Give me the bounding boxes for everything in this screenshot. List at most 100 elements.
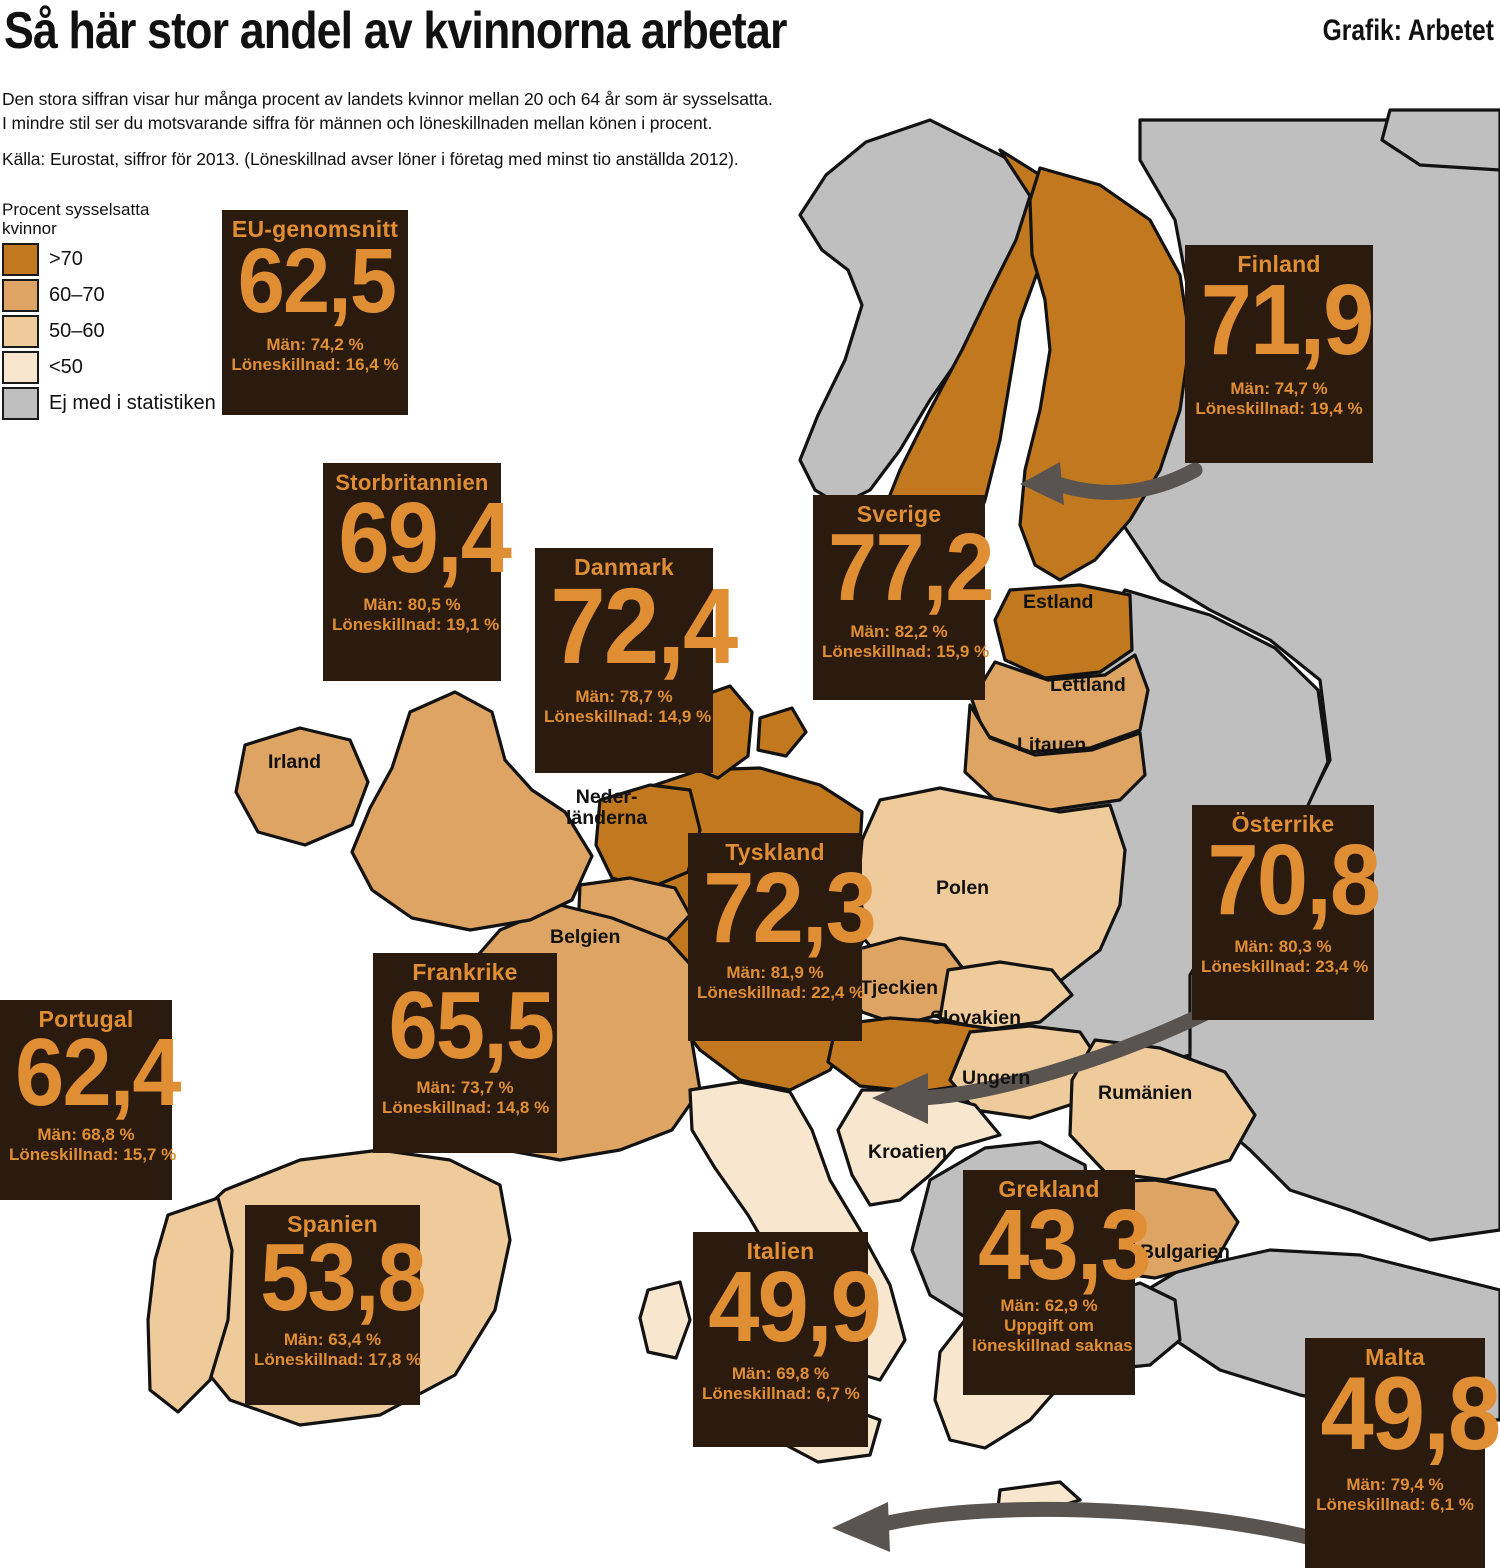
data-box-value: 69,4 xyxy=(338,482,512,594)
region-portugal xyxy=(146,1196,234,1414)
map-label-bulgarien: Bulgarien xyxy=(1140,1241,1230,1263)
region-storbritannien xyxy=(350,690,594,932)
data-box-tyskland[interactable]: Tyskland 72,3 Män: 81,9 % Löneskillnad: … xyxy=(688,833,877,1041)
data-box-gap: Löneskillnad: 14,8 % xyxy=(382,1097,550,1117)
data-box-osterrike[interactable]: Österrike 70,8 Män: 80,3 % Löneskillnad:… xyxy=(1192,805,1381,1020)
data-box-gap: Löneskillnad: 6,1 % xyxy=(1316,1495,1474,1515)
data-box-gap: Löneskillnad: 23,4 % xyxy=(1201,957,1369,976)
data-box-gap: Löneskillnad: 22,4 % xyxy=(697,983,865,1002)
data-box-men: Män: 73,7 % xyxy=(416,1077,514,1097)
data-box-value: 77,2 xyxy=(828,514,994,621)
data-box-country-name: Frankrike xyxy=(412,959,518,985)
data-box-country-name: Tyskland xyxy=(725,839,825,865)
subtitle-line-1: Den stora siffran visar hur många procen… xyxy=(2,89,773,109)
legend-title-line1: Procent sysselsatta xyxy=(2,200,150,219)
data-box-men: Män: 69,8 % xyxy=(731,1364,830,1383)
map-label-nederlanderna: Neder- länderna xyxy=(566,787,647,829)
region-rumanien xyxy=(1068,1038,1257,1182)
subtitle-line-2: I mindre stil ser du motsvarande siffra … xyxy=(2,113,713,133)
data-box-gap: Löneskillnad: 15,7 % xyxy=(9,1144,177,1164)
region-litauen xyxy=(963,703,1147,812)
region-finland xyxy=(1018,166,1192,582)
legend-swatch-60-70 xyxy=(2,278,39,312)
data-box-value: 65,5 xyxy=(388,972,555,1079)
data-box-spanien[interactable]: Spanien 53,8 Män: 63,4 % Löneskillnad: 1… xyxy=(245,1205,427,1405)
data-box-eu-genomsnitt[interactable]: EU-genomsnitt 62,5 Män: 74,2 % Löneskill… xyxy=(222,210,408,415)
data-box-gap: Löneskillnad: 14,9 % xyxy=(544,706,712,726)
data-box-men: Män: 79,4 % xyxy=(1346,1475,1444,1495)
data-box-sverige[interactable]: Sverige 77,2 Män: 82,2 % Löneskillnad: 1… xyxy=(813,495,995,700)
map-label-irland: Irland xyxy=(268,751,322,773)
data-box-men: Män: 63,4 % xyxy=(283,1329,382,1349)
arrow-finland xyxy=(1020,462,1203,505)
map-label-tjeckien: Tjeckien xyxy=(860,977,939,999)
map-label-estland: Estland xyxy=(1023,591,1094,613)
arrow-malta xyxy=(832,1501,1328,1552)
data-box-storbritannien[interactable]: Storbritannien 69,4 Män: 80,5 % Löneskil… xyxy=(323,463,512,681)
legend-swatch-none xyxy=(2,386,39,420)
data-box-country-name: Spanien xyxy=(287,1211,378,1237)
region-island-fragment xyxy=(1380,108,1500,172)
legend-item-under50: <50 xyxy=(2,349,216,385)
map-label-kroatien: Kroatien xyxy=(868,1141,948,1163)
legend-label-50-60: 50–60 xyxy=(49,319,105,342)
data-box-finland[interactable]: Finland 71,9 Män: 74,7 % Löneskillnad: 1… xyxy=(1185,245,1374,463)
data-box-danmark[interactable]: Danmark 72,4 Män: 78,7 % Löneskillnad: 1… xyxy=(535,548,738,773)
legend-label-under50: <50 xyxy=(49,355,83,378)
legend-item-50-60: 50–60 xyxy=(2,313,216,349)
data-box-gap-line2: löneskillnad saknas xyxy=(972,1336,1133,1355)
legend-item-over70: >70 xyxy=(2,241,216,277)
data-box-value: 49,8 xyxy=(1320,1356,1500,1472)
data-box-gap: Löneskillnad: 19,4 % xyxy=(1195,399,1363,418)
map-label-rumanien: Rumänien xyxy=(1098,1082,1193,1104)
data-box-country-name: Italien xyxy=(746,1238,815,1264)
data-box-value: 62,5 xyxy=(237,230,397,332)
legend: Procent sysselsatta kvinnor >70 60–70 50… xyxy=(2,200,216,421)
region-slovakien xyxy=(938,960,1074,1032)
data-box-country-name: Portugal xyxy=(38,1006,134,1032)
region-estland xyxy=(993,583,1134,680)
data-box-country-name: Malta xyxy=(1365,1344,1425,1370)
data-box-gap: Uppgift om xyxy=(1004,1316,1094,1335)
region-irland xyxy=(234,726,370,847)
data-box-value: 43,3 xyxy=(978,1189,1152,1301)
map-label-litauen: Litauen xyxy=(1017,734,1087,756)
data-box-gap: Löneskillnad: 15,9 % xyxy=(822,641,990,661)
legend-swatch-over70 xyxy=(2,242,39,276)
map-label-slovakien: Slovakien xyxy=(930,1007,1022,1029)
legend-item-none: Ej med i statistiken xyxy=(2,385,216,421)
legend-label-none: Ej med i statistiken xyxy=(49,391,216,414)
data-box-men: Män: 81,9 % xyxy=(726,963,824,982)
data-box-grekland[interactable]: Grekland 43,3 Män: 62,9 % Uppgift om lön… xyxy=(963,1170,1152,1395)
data-box-men: Män: 80,3 % xyxy=(1234,937,1332,956)
data-box-frankrike[interactable]: Frankrike 65,5 Män: 73,7 % Löneskillnad:… xyxy=(373,953,557,1153)
data-box-country-name: Danmark xyxy=(574,554,674,580)
data-box-men: Män: 68,8 % xyxy=(37,1124,135,1144)
data-box-malta[interactable]: Malta 49,8 Män: 79,4 % Löneskillnad: 6,1… xyxy=(1305,1338,1500,1568)
map-label-belgien: Belgien xyxy=(550,926,621,948)
data-box-men: Män: 62,9 % xyxy=(1000,1296,1098,1315)
map-label-ungern: Ungern xyxy=(962,1067,1031,1089)
legend-swatch-50-60 xyxy=(2,314,39,348)
data-box-men: Män: 80,5 % xyxy=(363,595,461,614)
data-box-gap: Löneskillnad: 16,4 % xyxy=(231,355,399,375)
data-box-country-name: Finland xyxy=(1237,251,1321,277)
data-box-gap: Löneskillnad: 17,8 % xyxy=(254,1349,422,1369)
data-box-men: Män: 78,7 % xyxy=(575,686,673,706)
source-line: Källa: Eurostat, siffror för 2013. (Löne… xyxy=(2,149,739,169)
data-box-value: 72,4 xyxy=(550,565,738,686)
page-title: Så här stor andel av kvinnorna arbetar xyxy=(4,2,787,60)
data-box-value: 49,9 xyxy=(708,1251,882,1363)
legend-title-line2: kvinnor xyxy=(2,219,57,238)
data-box-men: Män: 74,7 % xyxy=(1230,379,1328,398)
region-italien-sardinien xyxy=(638,1280,692,1360)
data-box-value: 62,4 xyxy=(15,1019,181,1126)
data-box-country-name: Österrike xyxy=(1231,811,1335,837)
legend-item-60-70: 60–70 xyxy=(2,277,216,313)
data-box-portugal[interactable]: Portugal 62,4 Män: 68,8 % Löneskillnad: … xyxy=(0,1000,182,1200)
legend-swatch-under50 xyxy=(2,350,39,384)
data-box-gap: Löneskillnad: 19,1 % xyxy=(332,615,500,634)
data-box-italien[interactable]: Italien 49,9 Män: 69,8 % Löneskillnad: 6… xyxy=(693,1232,882,1447)
map-label-polen: Polen xyxy=(936,877,990,899)
